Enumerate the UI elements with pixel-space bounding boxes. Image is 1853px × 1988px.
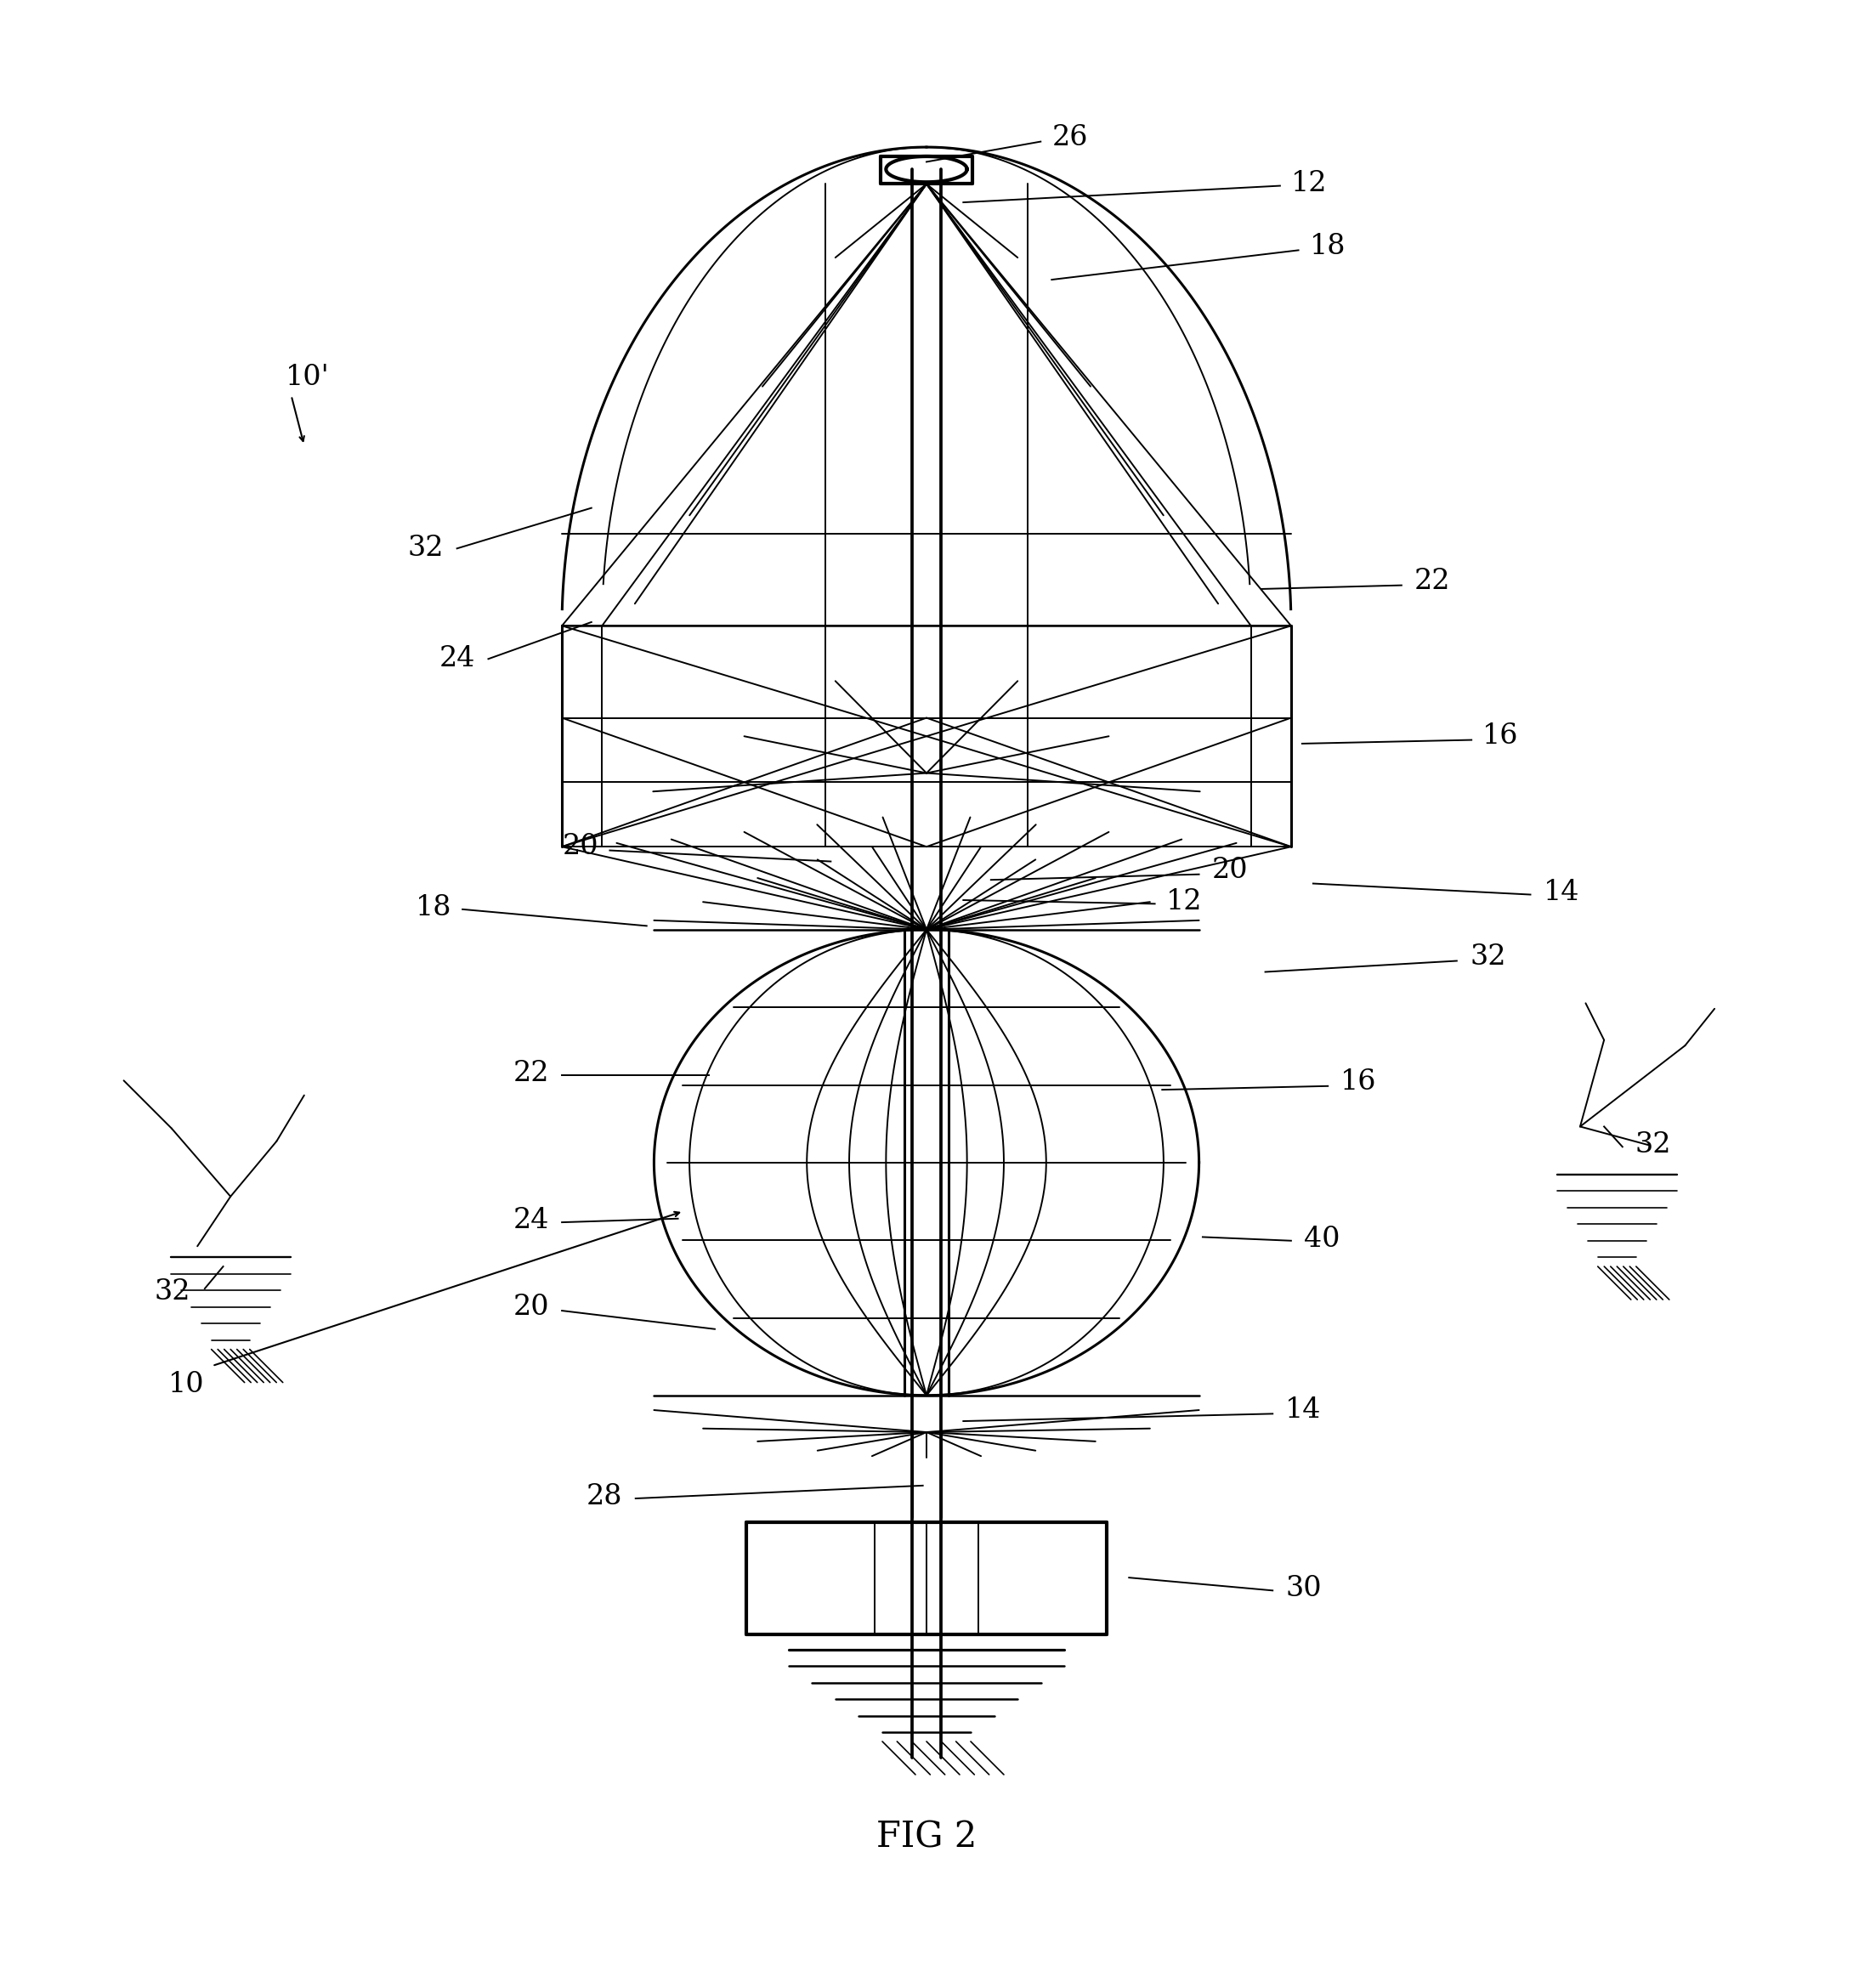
Text: 20: 20: [513, 1294, 548, 1320]
Text: 32: 32: [1636, 1131, 1671, 1159]
Text: 24: 24: [513, 1207, 548, 1235]
Text: 14: 14: [1544, 879, 1579, 907]
Text: 14: 14: [1286, 1396, 1321, 1423]
Text: 28: 28: [587, 1483, 623, 1511]
Text: 16: 16: [1342, 1070, 1377, 1095]
Text: 30: 30: [1286, 1574, 1321, 1602]
Text: 26: 26: [1053, 125, 1088, 151]
Text: 32: 32: [1469, 944, 1506, 970]
Text: 12: 12: [1166, 889, 1203, 916]
Text: 10: 10: [169, 1370, 204, 1398]
Text: 24: 24: [439, 646, 476, 672]
Text: 32: 32: [154, 1278, 191, 1306]
Text: 22: 22: [513, 1060, 548, 1087]
Text: 18: 18: [1310, 233, 1345, 260]
Text: 20: 20: [1212, 857, 1249, 885]
Text: 16: 16: [1482, 724, 1519, 749]
Text: 32: 32: [408, 535, 445, 563]
Text: 10': 10': [285, 364, 330, 392]
Text: 20: 20: [563, 833, 599, 861]
Text: 40: 40: [1305, 1225, 1340, 1252]
Text: FIG 2: FIG 2: [876, 1819, 977, 1855]
Text: 18: 18: [415, 895, 452, 920]
Text: 12: 12: [1292, 171, 1327, 197]
Text: 22: 22: [1414, 569, 1451, 594]
